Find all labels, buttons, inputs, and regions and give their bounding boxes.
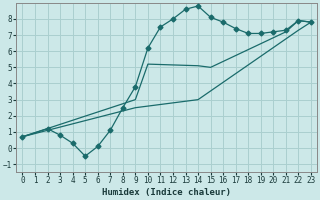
X-axis label: Humidex (Indice chaleur): Humidex (Indice chaleur) — [102, 188, 231, 197]
